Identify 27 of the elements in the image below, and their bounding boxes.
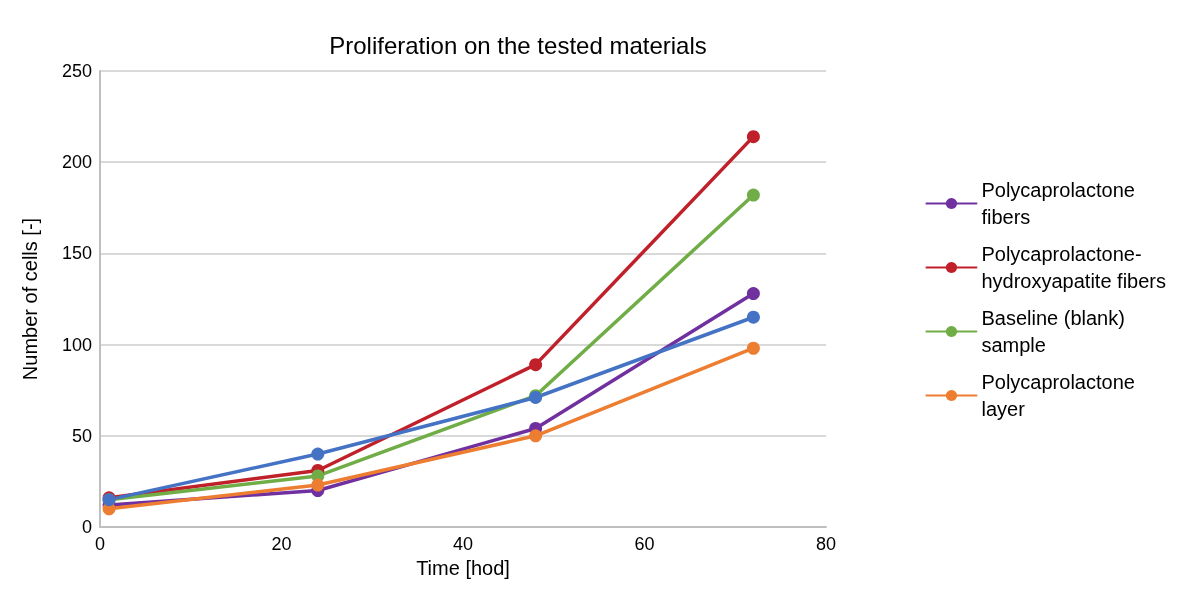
point: [746, 310, 760, 324]
legend-label: Polycaprolactone-hydroxyapatite fibers: [981, 243, 1167, 292]
y-tick-label: 50: [71, 425, 92, 446]
legend-label: Baseline (blank) sample: [981, 307, 1125, 356]
x-tick-label: 80: [815, 534, 837, 554]
legend-label: Polycaprolactone fibers: [981, 179, 1135, 228]
point: [746, 287, 760, 301]
x-tick-label: 0: [94, 534, 106, 554]
y-tick-label: 200: [61, 152, 92, 173]
point: [746, 341, 760, 355]
point: [529, 429, 543, 443]
point: [746, 188, 760, 202]
x-tick-label: 60: [634, 534, 655, 554]
y-tick-label: 150: [61, 243, 92, 264]
point: [746, 130, 760, 144]
point: [311, 478, 325, 492]
y-tick-label: 250: [61, 61, 92, 81]
chart-title: Proliferation on the tested materials: [329, 31, 707, 59]
x-axis-title: Time [hod]: [416, 556, 510, 579]
legend-label: Polycaprolactone layer: [981, 371, 1135, 420]
x-tick-label: 20: [271, 534, 292, 554]
x-tick-label: 40: [452, 534, 474, 554]
y-axis-title: Number of cells [-]: [19, 217, 41, 381]
y-tick-label: 0: [81, 517, 92, 537]
point: [311, 447, 325, 461]
y-tick-label: 100: [61, 334, 92, 355]
point: [529, 358, 543, 372]
